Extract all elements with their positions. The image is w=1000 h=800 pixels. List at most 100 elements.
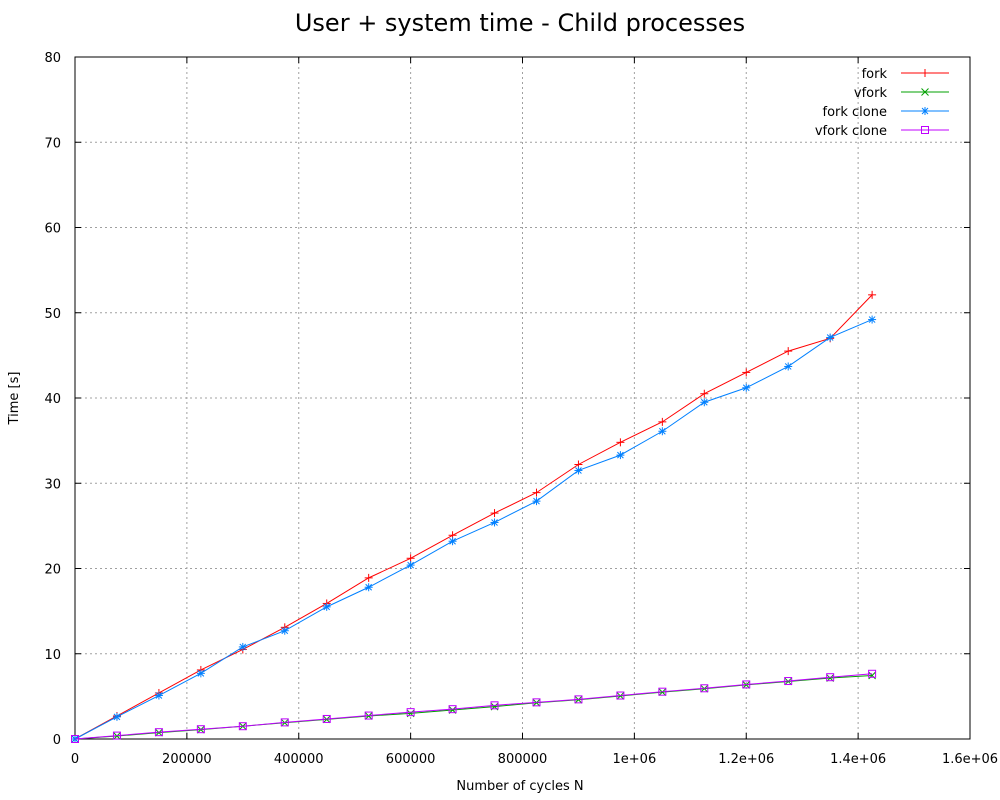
marker-stroke — [868, 316, 876, 323]
data-point — [826, 673, 835, 682]
x-tick-label: 1.6e+06 — [942, 752, 998, 767]
data-point — [280, 626, 289, 635]
marker-stroke — [575, 467, 582, 474]
data-point — [868, 315, 877, 324]
y-tick-label: 70 — [44, 136, 61, 151]
data-point — [616, 451, 625, 460]
data-point — [742, 680, 751, 689]
data-point — [700, 684, 709, 693]
marker-square — [364, 711, 373, 720]
marker-stroke — [533, 497, 540, 505]
series-line — [74, 319, 873, 740]
marker-stroke — [784, 363, 792, 370]
marker-stroke — [365, 583, 373, 591]
marker-stroke — [617, 451, 624, 459]
data-point — [574, 695, 583, 704]
marker-stroke — [323, 603, 331, 611]
x-tick-label: 1e+06 — [613, 752, 657, 767]
legend-entry: fork clone — [823, 105, 949, 120]
data-point — [700, 398, 709, 407]
data-point — [490, 509, 499, 518]
marker-square — [921, 126, 929, 134]
data-point — [532, 497, 541, 506]
axis-ticks: 0 200000 400000 600000 800000 1e+06 1.2e+06 1.4… — [44, 51, 998, 767]
marker-square — [658, 687, 667, 696]
data-point — [448, 705, 457, 714]
data-point — [658, 687, 667, 696]
marker-square — [238, 722, 247, 731]
data-point — [406, 561, 415, 570]
chart-title: User + system time - Child processes — [295, 9, 745, 37]
marker-stroke — [407, 561, 414, 569]
data-point — [742, 368, 751, 377]
data-point — [784, 362, 793, 371]
data-point — [921, 126, 929, 134]
legend: fork vfork fork clone vfork clone — [815, 67, 949, 139]
data-point — [490, 518, 499, 527]
data-point — [364, 711, 373, 720]
data-point — [658, 427, 667, 436]
data-point — [71, 735, 79, 743]
series-fork-clone — [71, 315, 877, 743]
data-point — [364, 583, 373, 592]
data-point — [658, 417, 667, 426]
marker-square — [322, 714, 331, 723]
legend-label: fork clone — [823, 105, 888, 120]
marker-square — [700, 684, 709, 693]
data-point — [868, 671, 876, 680]
marker-square — [196, 725, 205, 734]
series-fork — [71, 290, 877, 743]
grid — [75, 57, 970, 739]
legend-entry: fork — [862, 67, 949, 82]
data-point — [921, 88, 929, 96]
data-point — [742, 383, 751, 392]
marker-square — [574, 695, 583, 704]
legend-label: fork — [862, 67, 888, 82]
data-point — [238, 722, 247, 731]
marker-stroke — [826, 334, 834, 341]
data-point — [532, 488, 541, 497]
x-tick-label: 0 — [71, 752, 79, 767]
y-tick-label: 10 — [44, 648, 61, 663]
marker-square — [112, 731, 121, 740]
y-tick-label: 30 — [44, 477, 61, 492]
data-point — [406, 708, 415, 717]
marker-stroke — [658, 427, 666, 435]
marker-stroke — [449, 537, 456, 545]
x-tick-label: 1.4e+06 — [830, 752, 886, 767]
data-point — [196, 669, 205, 678]
data-point — [364, 573, 373, 582]
data-point — [921, 69, 929, 77]
data-point — [280, 718, 289, 727]
marker-square — [532, 698, 541, 707]
marker-stroke — [281, 627, 289, 635]
marker-square — [406, 708, 415, 717]
data-point — [784, 677, 793, 686]
marker-stroke — [113, 713, 121, 721]
x-tick-label: 800000 — [498, 752, 548, 767]
data-point — [196, 725, 205, 734]
data-point — [532, 698, 541, 707]
marker-square — [784, 677, 793, 686]
series-vfork-clone — [71, 669, 877, 743]
data-point — [406, 554, 415, 563]
marker-stroke — [868, 671, 876, 680]
marker-square — [742, 680, 751, 689]
x-tick-label: 1.2e+06 — [718, 752, 774, 767]
plot-frame — [74, 56, 971, 740]
data-point — [322, 602, 331, 611]
marker-square — [280, 718, 289, 727]
legend-label: vfork — [854, 86, 888, 101]
legend-entry: vfork — [854, 86, 949, 101]
data-point — [490, 701, 499, 710]
marker-stroke — [921, 107, 929, 115]
data-point — [826, 333, 835, 342]
x-tick-label: 600000 — [386, 752, 436, 767]
marker-square — [616, 691, 625, 700]
marker-stroke — [491, 519, 498, 526]
marker-square — [490, 701, 499, 710]
data-point — [112, 712, 121, 721]
data-point — [868, 290, 877, 299]
marker-square — [868, 669, 877, 678]
